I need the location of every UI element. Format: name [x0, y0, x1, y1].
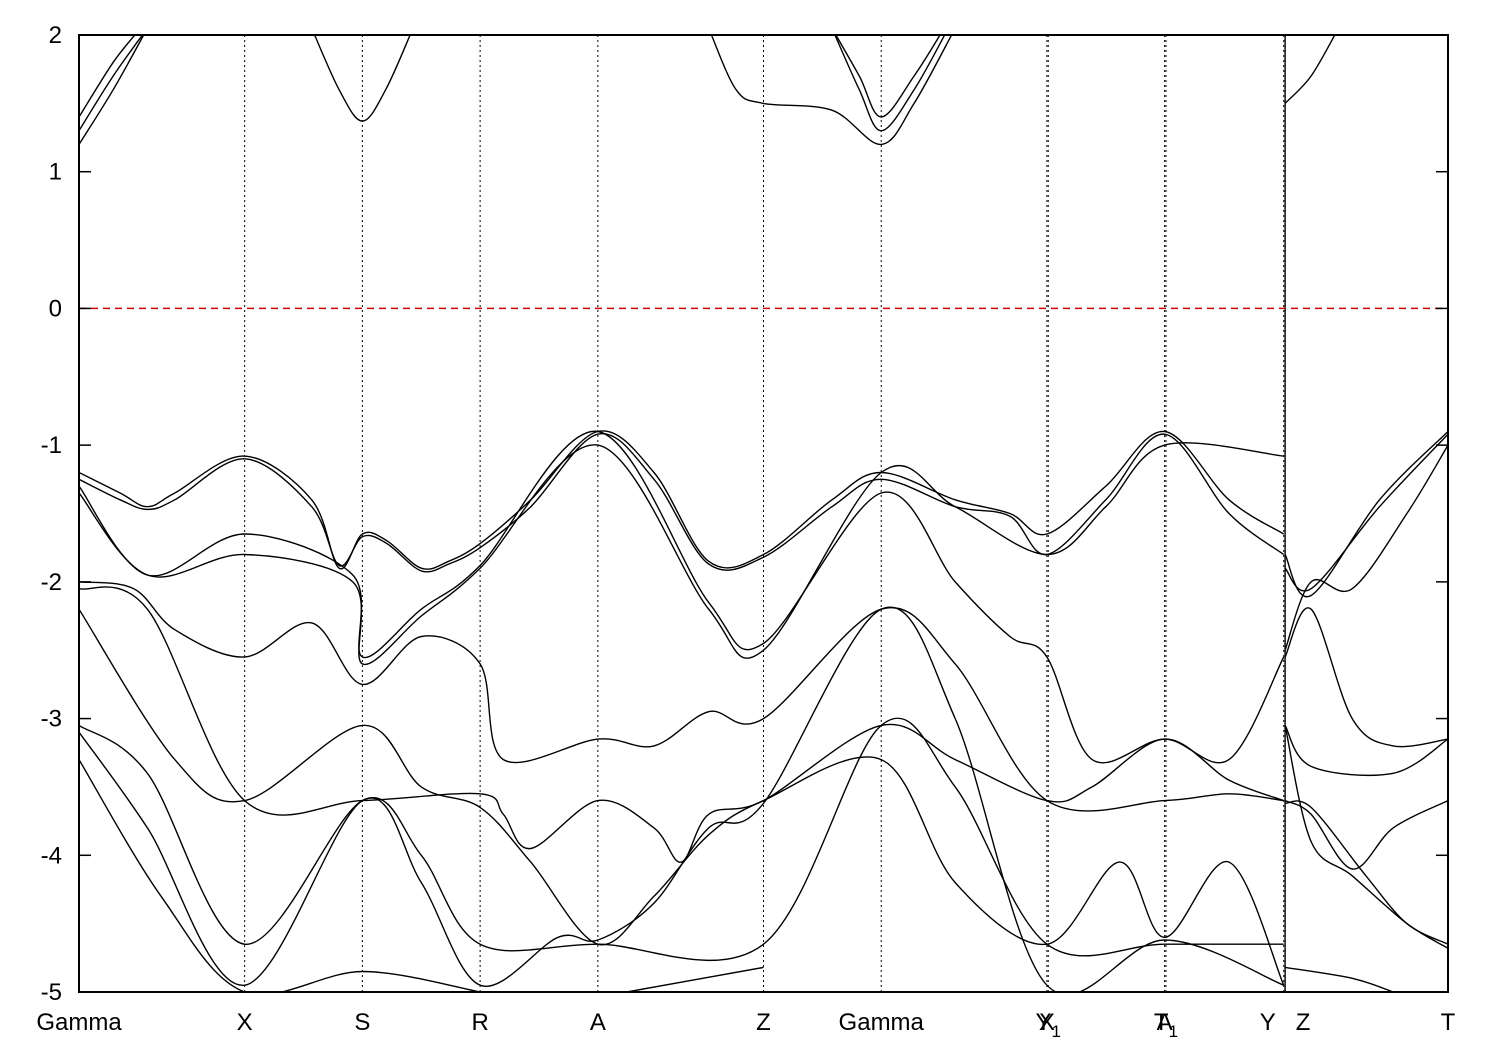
xtick-label-10: T1	[1154, 1009, 1178, 1041]
band-6	[835, 35, 941, 118]
band-19	[1284, 431, 1448, 598]
ytick-label: -2	[41, 569, 62, 596]
xtick-label-11: Y	[1260, 1009, 1276, 1036]
band-5	[834, 35, 946, 132]
xtick-label-2: S	[354, 1009, 370, 1036]
band-4	[710, 35, 953, 146]
band-0	[79, 35, 145, 145]
ytick-label: -3	[41, 706, 62, 733]
x-tick-labels: Gamma X S R A Z Gamma XY1 AT1 Y Z T	[36, 1009, 1455, 1041]
band-25	[1284, 800, 1448, 945]
xtick-label-3: R	[471, 1009, 488, 1036]
xtick-label-8: Y1	[1036, 1009, 1061, 1041]
axis-ticks	[79, 34, 1448, 993]
xtick-label-0: Gamma	[36, 1009, 122, 1036]
xtick-label-1: X	[237, 1009, 253, 1036]
band-21	[1284, 444, 1448, 651]
band-12	[79, 581, 1284, 812]
band-16	[79, 606, 1284, 992]
band-18	[626, 966, 764, 992]
band-20	[1284, 433, 1448, 592]
bands	[79, 35, 1448, 992]
band-3	[313, 35, 411, 122]
xtick-label-5: Z	[756, 1009, 771, 1036]
ytick-label: -5	[41, 979, 62, 1006]
band-14	[79, 608, 1285, 986]
band-23	[1284, 725, 1448, 777]
ytick-label: 0	[49, 295, 62, 322]
band-13	[79, 586, 1284, 863]
xtick-label-13: T	[1441, 1009, 1456, 1036]
plot-frame	[78, 34, 1449, 993]
high-symmetry-gridlines	[244, 35, 1286, 992]
xtick-label-4: A	[590, 1009, 606, 1036]
band-8	[79, 430, 1285, 570]
ytick-label: -1	[41, 432, 62, 459]
band-2	[79, 35, 136, 118]
band-9	[79, 433, 1285, 573]
ytick-label: 2	[49, 22, 62, 49]
band-11	[79, 442, 1284, 666]
band-17	[79, 759, 481, 992]
ytick-label: -4	[41, 842, 62, 869]
xtick-label-7: X	[1039, 1009, 1055, 1036]
band-27	[1284, 966, 1394, 992]
y-tick-labels: -5 -4 -3 -2 -1 0 1 2	[41, 22, 62, 1006]
band-15	[79, 717, 1284, 962]
band-1	[79, 35, 144, 132]
xtick-label-12: Z	[1296, 1009, 1311, 1036]
band-7	[1284, 35, 1336, 104]
xtick-label-9: A	[1157, 1009, 1173, 1036]
band-24	[1284, 799, 1448, 870]
band-26	[1284, 725, 1448, 949]
band-10	[79, 430, 1285, 764]
ytick-label: 1	[49, 159, 62, 186]
band-22	[1284, 607, 1448, 748]
xtick-label-6: Gamma	[839, 1009, 925, 1036]
